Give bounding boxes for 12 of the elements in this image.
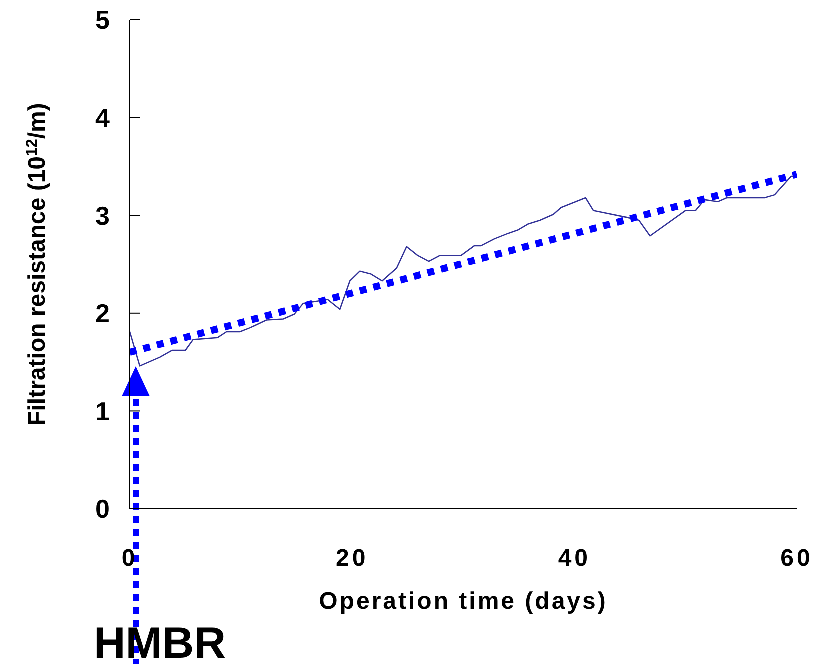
x-tick-label: 40: [558, 545, 592, 572]
x-tick-label: 60: [780, 545, 814, 572]
x-axis-title: Operation time (days): [319, 588, 608, 615]
y-tick-label: 0: [96, 494, 110, 524]
y-tick-label: 1: [96, 396, 110, 426]
y-tick-label: 3: [96, 200, 110, 231]
y-tick-label: 2: [96, 298, 110, 329]
text: HMBR: [94, 619, 226, 666]
x-tick-label: 0: [122, 545, 138, 572]
x-tick-label: 20: [336, 545, 369, 572]
y-tick-label: 4: [96, 103, 111, 134]
y-tick-label: 5: [96, 5, 110, 36]
